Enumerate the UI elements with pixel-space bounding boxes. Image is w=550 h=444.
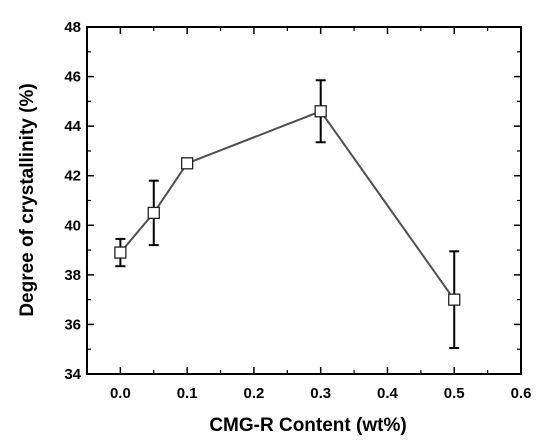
y-tick-label: 38 [64, 267, 81, 284]
x-tick-label: 0.1 [177, 385, 198, 402]
data-point-marker [314, 105, 327, 118]
x-tick-label: 0.6 [511, 385, 532, 402]
y-tick-label: 34 [64, 366, 81, 383]
y-tick-label: 42 [64, 168, 81, 185]
y-tick-label: 36 [64, 316, 81, 333]
data-point-marker [181, 157, 194, 170]
data-point-marker [147, 206, 160, 220]
data-point-marker [448, 293, 461, 306]
x-tick-label: 0.5 [444, 385, 465, 402]
ticks: 0.0 0.1 0.2 0.3 0.4 0.5 0.6 34 36 38 40 42 44 46 48 [64, 19, 531, 402]
data-point-marker [114, 246, 127, 259]
x-axis-title: CMG-R Content (wt%) [209, 415, 406, 436]
data-series [114, 79, 461, 349]
y-tick-label: 44 [64, 118, 81, 135]
plot-frame [86, 26, 522, 375]
y-tick-label: 40 [64, 217, 81, 234]
x-tick-label: 0.2 [243, 385, 264, 402]
y-axis-title: Degree of crystallinity (%) [17, 83, 38, 316]
y-tick-label: 46 [64, 69, 81, 86]
series-line [119, 110, 456, 301]
y-tick-label: 48 [64, 19, 81, 36]
x-tick-label: 0.3 [310, 385, 331, 402]
axes [86, 26, 522, 375]
x-tick-label: 0.0 [110, 385, 131, 402]
x-tick-label: 0.4 [377, 385, 399, 402]
